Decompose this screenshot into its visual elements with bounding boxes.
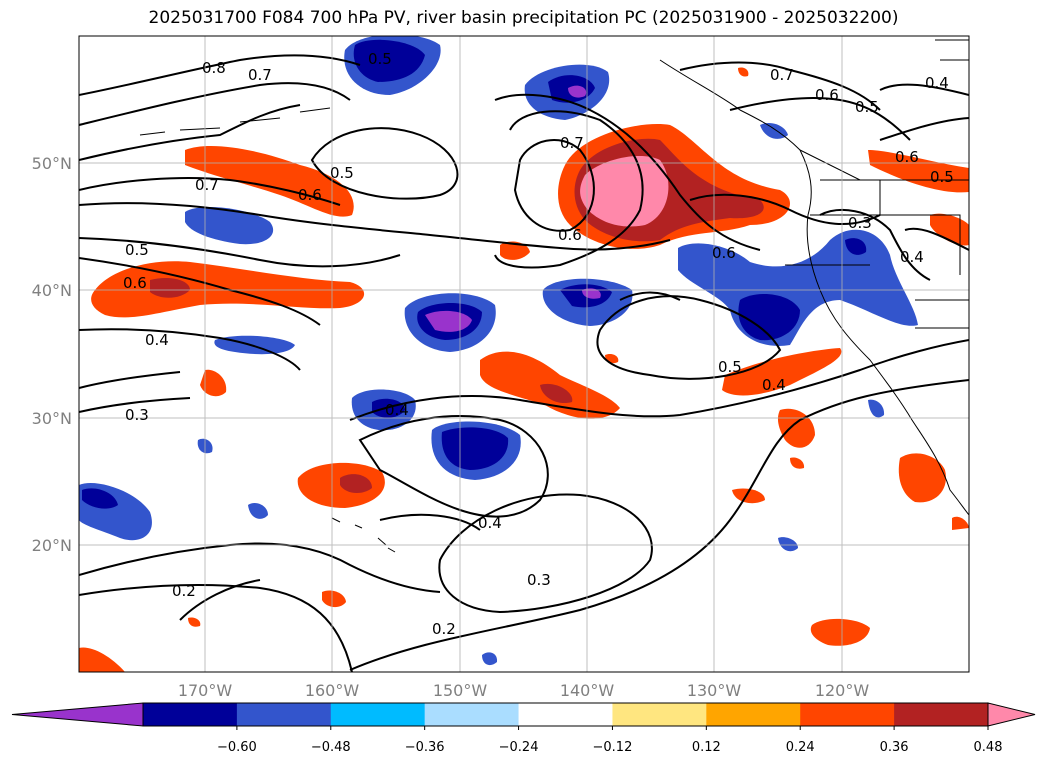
contour-label: 0.6 — [712, 244, 736, 262]
colorbar-segment — [894, 703, 989, 726]
colorbar-tick-label: −0.12 — [593, 740, 633, 755]
colorbar-tick-label: −0.48 — [311, 740, 351, 755]
plot-frame — [78, 35, 970, 673]
contour-label: 0.3 — [125, 406, 149, 424]
contour-label: 0.8 — [202, 59, 226, 77]
contour-label: 0.4 — [762, 376, 786, 394]
contour-label: 0.2 — [432, 620, 456, 638]
contour-label: 0.4 — [925, 74, 949, 92]
contour-label: 0.3 — [848, 214, 872, 232]
lon-label: 140°W — [560, 681, 615, 700]
contour-label: 0.6 — [895, 148, 919, 166]
lat-label: 40°N — [32, 281, 72, 300]
contour-label: 0.6 — [815, 86, 839, 104]
contour-label: 0.5 — [718, 358, 742, 376]
colorbar-extend-low — [11, 702, 144, 727]
colorbar-tick-label: 0.48 — [974, 740, 1003, 755]
contour-label: 0.5 — [330, 164, 354, 182]
colorbar — [11, 702, 1036, 727]
colorbar-tick-label: 0.12 — [692, 740, 721, 755]
contour-label: 0.6 — [298, 186, 322, 204]
pv-contours — [79, 54, 969, 672]
contour-label: 0.3 — [527, 571, 551, 589]
colorbar-segment — [612, 703, 707, 726]
lon-label: 160°W — [305, 681, 360, 700]
colorbar-segment — [143, 703, 238, 726]
longitude-labels: 170°W 160°W 150°W 140°W 130°W 120°W — [178, 681, 870, 700]
colorbar-tick-label: 0.24 — [786, 740, 815, 755]
gridlines — [79, 36, 969, 672]
colorbar-segment — [424, 703, 520, 726]
colorbar-segment — [330, 703, 426, 726]
colorbar-segment — [518, 703, 613, 726]
contour-label: 0.5 — [125, 241, 149, 259]
contour-label: 0.5 — [930, 168, 954, 186]
contour-label: 0.4 — [145, 331, 169, 349]
colorbar-tick-label: 0.36 — [880, 740, 909, 755]
colorbar-extend-high — [987, 702, 1036, 727]
lon-label: 150°W — [433, 681, 488, 700]
contour-label: 0.5 — [368, 50, 392, 68]
contour-label: 0.4 — [385, 401, 409, 419]
anomaly-shading — [79, 36, 969, 672]
colorbar-segment — [706, 703, 801, 726]
contour-label: 0.7 — [248, 66, 272, 84]
contour-label: 0.4 — [900, 248, 924, 266]
colorbar-frame — [142, 702, 989, 727]
lon-label: 120°W — [815, 681, 870, 700]
contour-label: 0.7 — [560, 134, 584, 152]
contour-label: 0.5 — [855, 98, 879, 116]
colorbar-tick-label: −0.24 — [499, 740, 539, 755]
lon-label: 170°W — [178, 681, 233, 700]
contour-label: 0.4 — [478, 514, 502, 532]
contour-label: 0.7 — [770, 66, 794, 84]
lat-label: 50°N — [32, 154, 72, 173]
plot-title: 2025031700 F084 700 hPa PV, river basin … — [148, 8, 899, 28]
contour-label: 0.6 — [558, 226, 582, 244]
colorbar-tick-label: −0.60 — [217, 740, 257, 755]
colorbar-segment — [800, 703, 895, 726]
contour-label: 0.7 — [195, 176, 219, 194]
colorbar-segment — [236, 703, 332, 726]
latitude-labels: 50°N 40°N 30°N 20°N — [32, 154, 72, 555]
colorbar-tick-label: −0.36 — [405, 740, 445, 755]
lon-label: 130°W — [687, 681, 742, 700]
contour-label: 0.6 — [123, 274, 147, 292]
lat-label: 30°N — [32, 409, 72, 428]
contour-label: 0.2 — [172, 582, 196, 600]
contour-labels: 0.8 0.7 0.5 0.5 0.7 0.6 0.7 0.5 0.6 0.6 … — [123, 50, 954, 638]
colorbar-ticks: −0.60 −0.48 −0.36 −0.24 −0.12 0.12 0.24 0.36 0.4… — [217, 726, 1003, 755]
lat-label: 20°N — [32, 536, 72, 555]
